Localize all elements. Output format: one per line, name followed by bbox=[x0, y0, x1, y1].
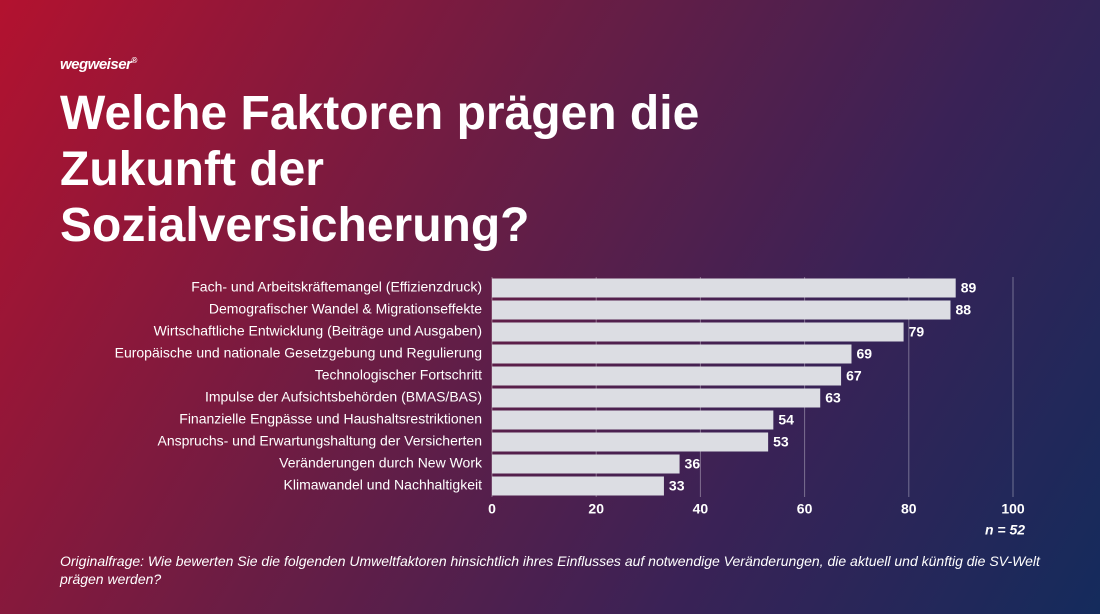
value-label: 89 bbox=[961, 280, 977, 296]
category-label: Impulse der Aufsichtsbehörden (BMAS/BAS) bbox=[205, 389, 482, 405]
value-label: 36 bbox=[685, 456, 701, 472]
category-label: Klimawandel und Nachhaltigkeit bbox=[284, 477, 483, 493]
chart-title: Welche Faktoren prägen die Zukunft der S… bbox=[60, 87, 700, 252]
bar bbox=[492, 322, 904, 342]
category-label: Europäische und nationale Gesetzgebung u… bbox=[115, 345, 482, 361]
category-label: Wirtschaftliche Entwicklung (Beiträge un… bbox=[154, 323, 482, 339]
bar bbox=[492, 388, 821, 408]
category-label: Veränderungen durch New Work bbox=[279, 455, 483, 471]
category-label: Technologischer Fortschritt bbox=[315, 367, 482, 383]
value-label: 54 bbox=[778, 412, 794, 428]
logo-mark: ® bbox=[131, 56, 137, 65]
x-tick-label: 60 bbox=[797, 501, 813, 517]
value-label: 67 bbox=[846, 368, 862, 384]
value-label: 88 bbox=[955, 302, 971, 318]
value-label: 33 bbox=[669, 478, 685, 494]
x-tick-label: 20 bbox=[588, 501, 604, 517]
bar bbox=[492, 366, 842, 386]
logo: wegweiser® bbox=[60, 56, 137, 73]
footnote: Originalfrage: Wie bewerten Sie die folg… bbox=[60, 553, 1040, 587]
category-label: Anspruchs- und Erwartungshaltung der Ver… bbox=[157, 433, 482, 449]
category-label: Fach- und Arbeitskräftemangel (Effizienz… bbox=[191, 279, 482, 295]
bar bbox=[492, 410, 774, 430]
bar bbox=[492, 476, 664, 496]
bar bbox=[492, 344, 852, 364]
sample-note: n = 52 bbox=[985, 522, 1025, 538]
value-label: 69 bbox=[856, 346, 872, 362]
bar bbox=[492, 278, 956, 298]
value-label: 53 bbox=[773, 434, 789, 450]
x-tick-label: 80 bbox=[901, 501, 917, 517]
logo-name: wegweiser bbox=[60, 56, 132, 73]
value-label: 63 bbox=[825, 390, 841, 406]
category-label: Finanzielle Engpässe und Haushaltsrestri… bbox=[179, 411, 482, 427]
value-label: 79 bbox=[909, 324, 925, 340]
bar bbox=[492, 432, 769, 452]
x-tick-label: 40 bbox=[693, 501, 709, 517]
bar bbox=[492, 454, 680, 474]
x-tick-label: 100 bbox=[1001, 501, 1025, 517]
x-tick-label: 0 bbox=[488, 501, 496, 517]
category-label: Demografischer Wandel & Migrationseffekt… bbox=[209, 301, 482, 317]
bar bbox=[492, 300, 951, 320]
